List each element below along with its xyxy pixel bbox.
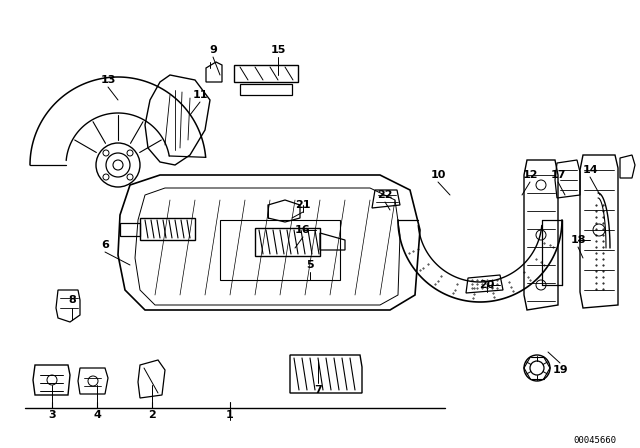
Text: 21: 21 xyxy=(295,200,311,210)
Text: 14: 14 xyxy=(582,165,598,175)
Text: 19: 19 xyxy=(552,365,568,375)
Text: 13: 13 xyxy=(100,75,116,85)
Text: 15: 15 xyxy=(270,45,285,55)
Text: 9: 9 xyxy=(209,45,217,55)
Text: 10: 10 xyxy=(430,170,445,180)
Text: 4: 4 xyxy=(93,410,101,420)
Text: 17: 17 xyxy=(550,170,566,180)
Text: 18: 18 xyxy=(570,235,586,245)
Text: 22: 22 xyxy=(377,190,393,200)
Text: 20: 20 xyxy=(479,280,495,290)
Text: 2: 2 xyxy=(148,410,156,420)
Text: 6: 6 xyxy=(101,240,109,250)
Text: 8: 8 xyxy=(68,295,76,305)
Text: 00045660: 00045660 xyxy=(573,435,616,444)
Text: 11: 11 xyxy=(192,90,208,100)
Text: 1: 1 xyxy=(226,410,234,420)
Text: 5: 5 xyxy=(306,260,314,270)
Text: 12: 12 xyxy=(522,170,538,180)
Text: 16: 16 xyxy=(295,225,311,235)
Text: 3: 3 xyxy=(48,410,56,420)
Text: 7: 7 xyxy=(314,385,322,395)
